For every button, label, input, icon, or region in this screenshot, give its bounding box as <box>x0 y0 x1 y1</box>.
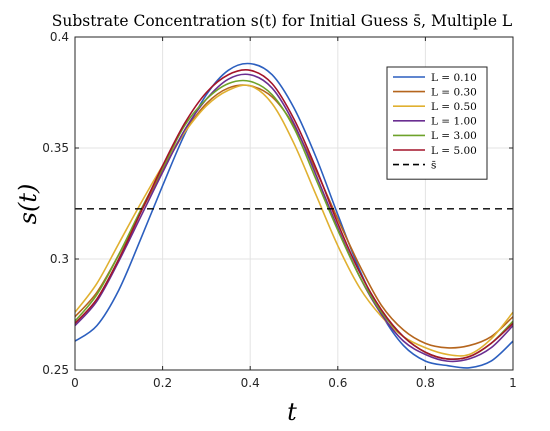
axis-ticks: 0 0.2 0.4 0.6 0.8 1 0.25 0.3 0.35 0.4 <box>42 30 517 390</box>
legend-label-l-3-00: L = 3.00 <box>431 130 477 142</box>
legend-label-l-5-00: L = 5.00 <box>431 145 477 157</box>
x-tick-label: 0.4 <box>241 376 260 390</box>
legend-label-l-0-50: L = 0.50 <box>431 101 477 113</box>
series-line-l-5-00 <box>74 69 514 361</box>
legend-box <box>386 66 488 180</box>
x-tick-label: 0.8 <box>416 376 435 390</box>
legend-label-l-0-10: L = 0.10 <box>431 72 477 84</box>
x-axis-label: t <box>287 398 297 426</box>
y-tick-label: 0.25 <box>42 363 69 377</box>
legend-label-s: s̄ <box>431 159 436 171</box>
x-tick-label: 0.2 <box>153 376 172 390</box>
y-tick-label: 0.35 <box>42 141 69 155</box>
y-tick-label: 0.3 <box>50 252 69 266</box>
x-tick-label: 0.6 <box>328 376 347 390</box>
legend-label-l-1-00: L = 1.00 <box>431 116 477 128</box>
series-line-l-0-50 <box>74 84 514 357</box>
series-line-l-1-00 <box>74 73 514 363</box>
y-tick-label: 0.4 <box>50 30 69 44</box>
y-axis-label: s(t) <box>14 184 42 225</box>
x-tick-label: 1 <box>509 376 517 390</box>
series-line-l-0-10 <box>74 62 514 369</box>
plot-frame <box>74 36 514 371</box>
plot-lines <box>74 62 514 369</box>
legend: L = 0.10 L = 0.30 L = 0.50 L = 1.00 L = 3.00… <box>386 66 488 180</box>
chart-title: Substrate Concentration s(t) for Initial… <box>52 12 512 30</box>
x-tick-label: 0 <box>71 376 79 390</box>
legend-label-l-0-30: L = 0.30 <box>431 86 477 98</box>
